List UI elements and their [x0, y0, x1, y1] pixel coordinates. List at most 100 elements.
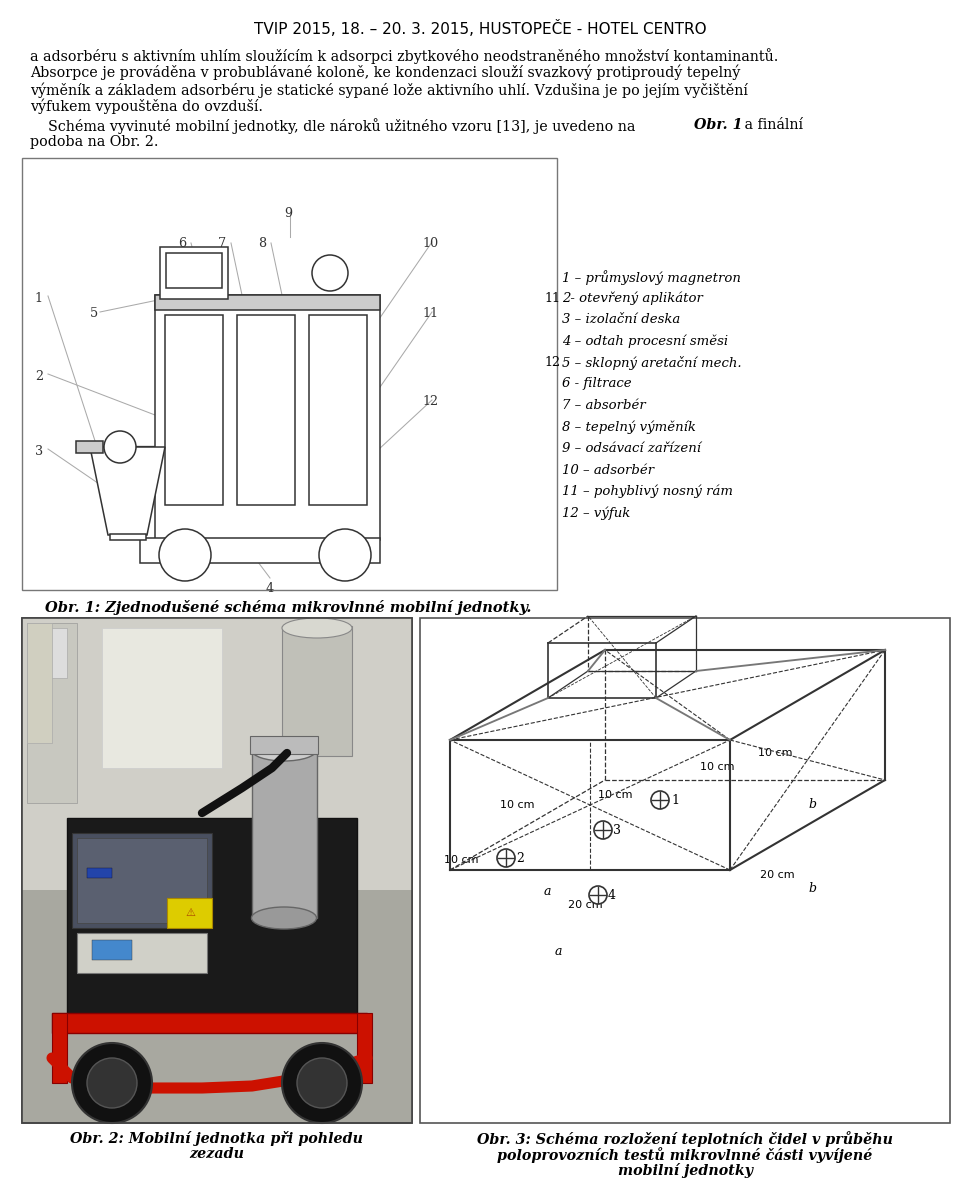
Text: a adsorbéru s aktivním uhlím sloužícím k adsorpci zbytkového neodstraněného množ: a adsorbéru s aktivním uhlím sloužícím k… — [30, 48, 779, 64]
Text: 4 – odtah procesní směsi: 4 – odtah procesní směsi — [562, 335, 728, 348]
Bar — [110, 534, 146, 540]
Ellipse shape — [252, 907, 317, 929]
Circle shape — [497, 849, 515, 867]
Text: 8 – tepelný výměník: 8 – tepelný výměník — [562, 421, 696, 434]
Bar — [357, 1013, 372, 1084]
Bar — [282, 626, 352, 756]
Bar — [252, 749, 317, 918]
Text: 10 cm: 10 cm — [444, 855, 478, 865]
Text: 3 – izolační deska: 3 – izolační deska — [562, 313, 681, 325]
Bar — [165, 315, 223, 505]
Text: 1 – průmyslový magnetron: 1 – průmyslový magnetron — [562, 271, 741, 285]
Text: Obr. 1: Obr. 1 — [694, 118, 742, 132]
Text: 10 cm: 10 cm — [500, 800, 535, 811]
Text: 2- otevřený aplikátor: 2- otevřený aplikátor — [562, 292, 703, 305]
Text: 1: 1 — [35, 292, 43, 305]
Bar — [52, 1013, 367, 1033]
Text: 10 cm: 10 cm — [758, 749, 793, 758]
Bar — [237, 315, 295, 505]
Text: 5: 5 — [90, 308, 98, 319]
Circle shape — [297, 1058, 347, 1109]
Bar — [420, 617, 950, 1123]
Text: 10 cm: 10 cm — [597, 790, 632, 800]
Text: výfukem vypouštěna do ovzduší.: výfukem vypouštěna do ovzduší. — [30, 99, 263, 114]
Text: výměník a základem adsorbéru je statické sypané lože aktivního uhlí. Vzdušina je: výměník a základem adsorbéru je statické… — [30, 82, 748, 98]
Text: a: a — [555, 945, 563, 958]
Text: poloprovozních testů mikrovlnné části vyvíjené: poloprovozních testů mikrovlnné části vy… — [497, 1147, 873, 1163]
Text: 6: 6 — [178, 237, 186, 250]
Circle shape — [312, 255, 348, 291]
Text: 20 cm: 20 cm — [568, 900, 603, 909]
Bar — [102, 628, 222, 768]
Text: 4: 4 — [608, 889, 616, 902]
Text: 1: 1 — [671, 794, 679, 807]
Text: 9 – odsávací zařízení: 9 – odsávací zařízení — [562, 442, 701, 455]
Text: b: b — [808, 882, 816, 895]
Bar — [76, 441, 103, 453]
Text: 12 – výfuk: 12 – výfuk — [562, 507, 631, 520]
Text: 20 cm: 20 cm — [760, 870, 795, 880]
Bar — [27, 623, 52, 743]
Bar — [72, 833, 212, 929]
Bar — [87, 868, 112, 879]
Text: 12: 12 — [544, 356, 560, 370]
Text: 3: 3 — [613, 824, 621, 837]
Text: b: b — [808, 797, 816, 811]
Circle shape — [282, 1043, 362, 1123]
Bar — [166, 253, 222, 288]
Text: 11 – pohyblivý nosný rám: 11 – pohyblivý nosný rám — [562, 485, 733, 498]
Bar — [167, 898, 212, 929]
Bar — [27, 623, 77, 803]
Bar — [77, 933, 207, 973]
Circle shape — [594, 821, 612, 839]
Text: zezadu: zezadu — [189, 1147, 245, 1161]
Text: Absorpce je prováděna v probublávané koloně, ke kondenzaci slouží svazkový proti: Absorpce je prováděna v probublávané kol… — [30, 66, 740, 81]
Text: 10 – adsorbér: 10 – adsorbér — [562, 464, 654, 477]
Bar — [52, 1013, 67, 1084]
Bar — [22, 617, 412, 1123]
Text: TVIP 2015, 18. – 20. 3. 2015, HUSTOPEČE - HOTEL CENTRO: TVIP 2015, 18. – 20. 3. 2015, HUSTOPEČE … — [253, 20, 707, 37]
Bar — [67, 818, 357, 1018]
Text: 11: 11 — [544, 292, 560, 304]
Bar — [309, 315, 367, 505]
Text: Obr. 2: Mobilní jednotka při pohledu: Obr. 2: Mobilní jednotka při pohledu — [70, 1131, 364, 1146]
Circle shape — [319, 529, 371, 581]
Text: 5 – sklopný aretační mech.: 5 – sklopný aretační mech. — [562, 356, 742, 370]
Text: 3: 3 — [35, 445, 43, 458]
Text: Obr. 1: Zjednodušené schéma mikrovlnné mobilní jednotky.: Obr. 1: Zjednodušené schéma mikrovlnné m… — [45, 600, 531, 615]
Bar — [160, 247, 228, 299]
Text: podoba na Obr. 2.: podoba na Obr. 2. — [30, 135, 158, 149]
Ellipse shape — [282, 617, 352, 638]
Text: 9: 9 — [284, 207, 292, 221]
Text: 2: 2 — [516, 852, 524, 865]
Circle shape — [87, 1058, 137, 1109]
Bar — [22, 617, 412, 1123]
Text: a finální: a finální — [740, 118, 803, 132]
Text: 12: 12 — [422, 395, 438, 408]
Text: 7: 7 — [218, 237, 227, 250]
Bar — [22, 159, 557, 590]
Bar — [140, 538, 380, 563]
Text: 11: 11 — [422, 308, 438, 319]
Bar — [92, 940, 132, 960]
Text: 10 cm: 10 cm — [700, 762, 734, 772]
Text: 6 - filtrace: 6 - filtrace — [562, 378, 632, 391]
Circle shape — [159, 529, 211, 581]
Bar — [22, 890, 412, 1122]
Circle shape — [651, 791, 669, 809]
Text: a: a — [544, 884, 551, 898]
Text: ⚠: ⚠ — [185, 908, 195, 918]
Text: mobilní jednotky: mobilní jednotky — [617, 1163, 753, 1178]
Circle shape — [72, 1043, 152, 1123]
Bar — [37, 628, 67, 678]
Circle shape — [104, 432, 136, 462]
Bar — [22, 617, 412, 900]
Bar — [155, 294, 380, 310]
Text: 2: 2 — [35, 370, 43, 383]
Bar — [250, 735, 318, 755]
Text: Schéma vyvinuté mobilní jednotky, dle nároků užitného vzoru [13], je uvedeno na: Schéma vyvinuté mobilní jednotky, dle ná… — [30, 118, 640, 134]
Circle shape — [589, 886, 607, 904]
Text: 7 – absorbér: 7 – absorbér — [562, 399, 646, 412]
Text: 10: 10 — [422, 237, 438, 250]
Text: 8: 8 — [258, 237, 266, 250]
